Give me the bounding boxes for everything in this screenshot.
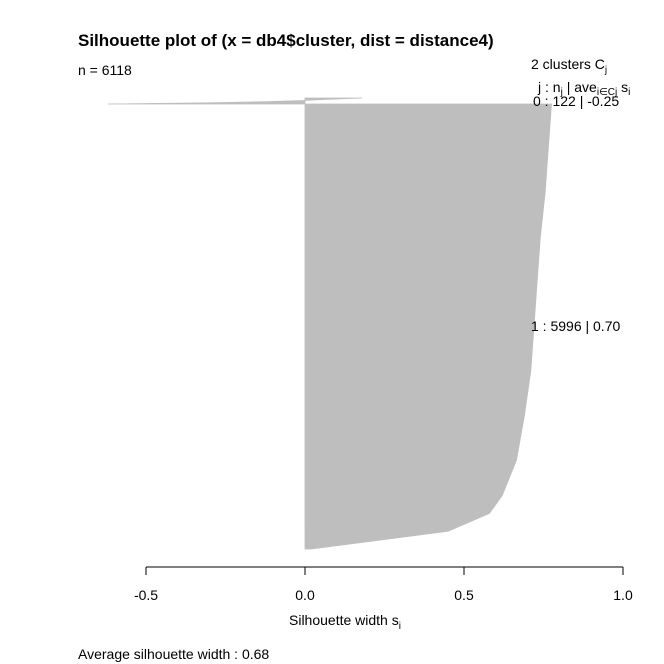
x-tick-label: -0.5 [134,587,158,603]
cluster-label-0: 0 : 122 | -0.25 [533,93,619,109]
legend-header-line2: j : nj | avei∈Cj si [537,79,630,98]
x-axis: -0.5 0.0 0.5 1.0 [134,566,633,603]
chart-subtitle: n = 6118 [78,62,132,78]
x-tick-label: 1.0 [613,587,633,603]
cluster-labels: 0 : 122 | -0.25 1 : 5996 | 0.70 [531,93,620,334]
silhouette-cluster-0 [107,97,363,105]
x-tick-label: 0.5 [454,587,474,603]
legend-header: 2 clusters Cj j : nj | avei∈Cj si [531,56,630,98]
average-silhouette-width: Average silhouette width : 0.68 [78,646,269,662]
silhouette-bars [107,97,552,550]
cluster-label-1: 1 : 5996 | 0.70 [531,318,620,334]
x-tick-label: 0.0 [295,587,315,603]
silhouette-cluster-1 [304,103,552,550]
x-axis-label: Silhouette width si [289,612,401,632]
legend-header-line1: 2 clusters Cj [531,56,607,76]
chart-title: Silhouette plot of (x = db4$cluster, dis… [78,31,494,50]
